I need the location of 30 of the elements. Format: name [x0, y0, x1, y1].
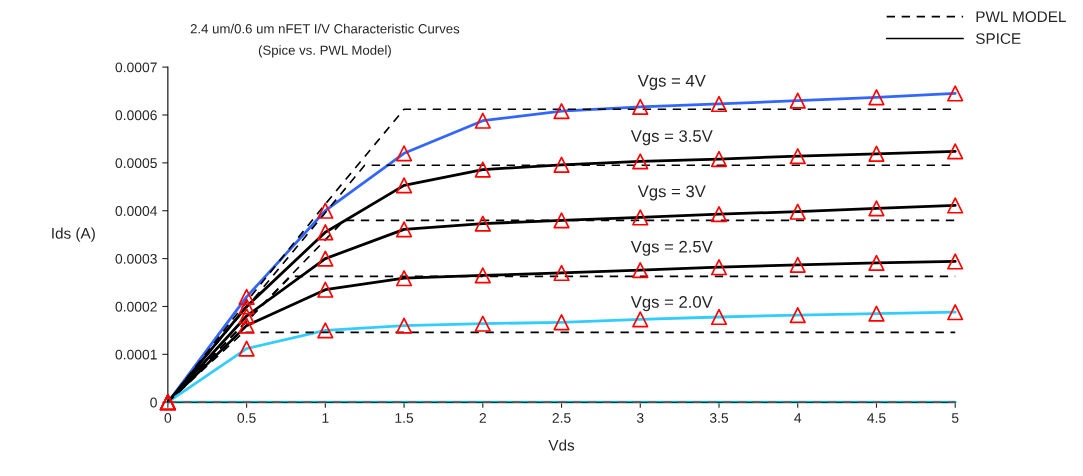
- annotation: Vgs = 3.5V: [630, 130, 713, 146]
- x-tick-label: 0.5: [237, 413, 256, 423]
- x-tick-label: 2: [479, 413, 486, 423]
- chart-title: 2.4 um/0.6 um nFET I/V Characteristic Curves: [190, 23, 460, 34]
- y-tick-label: 0.0004: [115, 206, 158, 216]
- x-tick-label: 3.5: [709, 413, 729, 423]
- legend-label: PWL MODEL: [976, 11, 1066, 23]
- x-tick-label: 1.5: [395, 413, 414, 423]
- legend-label: SPICE: [976, 33, 1021, 44]
- x-axis-title: Vds: [548, 439, 575, 451]
- y-axis-title: Ids (A): [52, 227, 95, 242]
- x-tick-label: 4.5: [867, 413, 886, 423]
- y-tick-label: 0.0003: [115, 253, 157, 264]
- y-tick-label: 0.0007: [115, 62, 157, 73]
- annotation: Vgs = 4V: [637, 75, 706, 90]
- annotation: Vgs = 3V: [637, 185, 706, 201]
- y-tick-label: 0.0002: [115, 301, 157, 312]
- annotation: Vgs = 2.5V: [630, 240, 713, 256]
- x-tick-label: 1: [322, 413, 329, 423]
- x-tick-label: 4: [794, 413, 802, 423]
- annotation: Vgs = 2.0V: [630, 296, 713, 312]
- x-tick-label: 0: [164, 413, 172, 423]
- x-tick-label: 5: [951, 413, 959, 423]
- y-tick-label: 0.0001: [115, 349, 157, 360]
- y-tick-label: 0.0005: [115, 158, 157, 169]
- y-tick-label: 0.0006: [115, 110, 157, 121]
- x-tick-label: 2.5: [552, 413, 571, 423]
- chart-subtitle: (Spice vs. PWL Model): [258, 45, 391, 58]
- y-tick-label: 0: [150, 397, 157, 408]
- x-tick-label: 3: [636, 413, 644, 423]
